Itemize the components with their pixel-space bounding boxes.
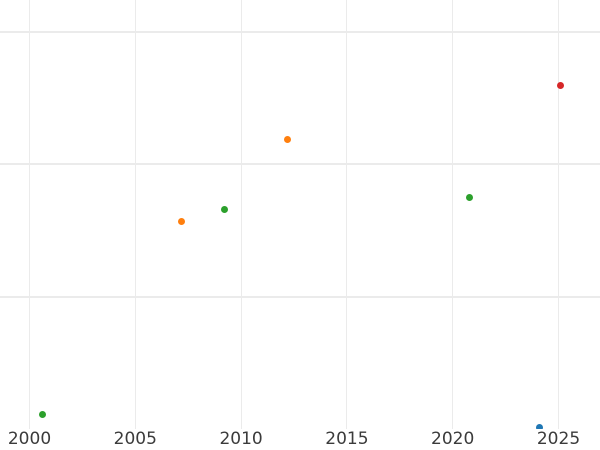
scatter-point-green bbox=[38, 410, 46, 418]
gridline-vertical bbox=[134, 0, 136, 429]
scatter-point-orange bbox=[178, 217, 186, 225]
plot-area bbox=[0, 0, 600, 429]
x-tick-label: 2010 bbox=[219, 429, 263, 449]
x-tick-label: 2000 bbox=[7, 429, 52, 449]
gridline-vertical bbox=[29, 0, 30, 429]
gridline-horizontal bbox=[0, 31, 600, 34]
x-tick-label: 2005 bbox=[113, 429, 157, 449]
scatter-point-green bbox=[466, 193, 474, 201]
gridline-vertical bbox=[452, 0, 454, 429]
x-tick-label: 2025 bbox=[536, 429, 581, 449]
scatter-point-green bbox=[220, 205, 228, 213]
gridline-vertical bbox=[240, 0, 242, 429]
scatter-point-blue bbox=[535, 424, 543, 429]
scatter-point-red bbox=[557, 81, 565, 89]
gridline-vertical bbox=[346, 0, 348, 429]
gridline-horizontal bbox=[0, 295, 600, 298]
x-tick-label: 2020 bbox=[431, 429, 475, 449]
scatter-point-orange bbox=[284, 135, 292, 143]
x-axis: 2000 2005 2010 2015 2020 2025 bbox=[0, 429, 600, 450]
gridline-vertical bbox=[558, 0, 559, 429]
gridline-horizontal bbox=[0, 163, 600, 166]
x-tick-label: 2015 bbox=[325, 429, 369, 449]
